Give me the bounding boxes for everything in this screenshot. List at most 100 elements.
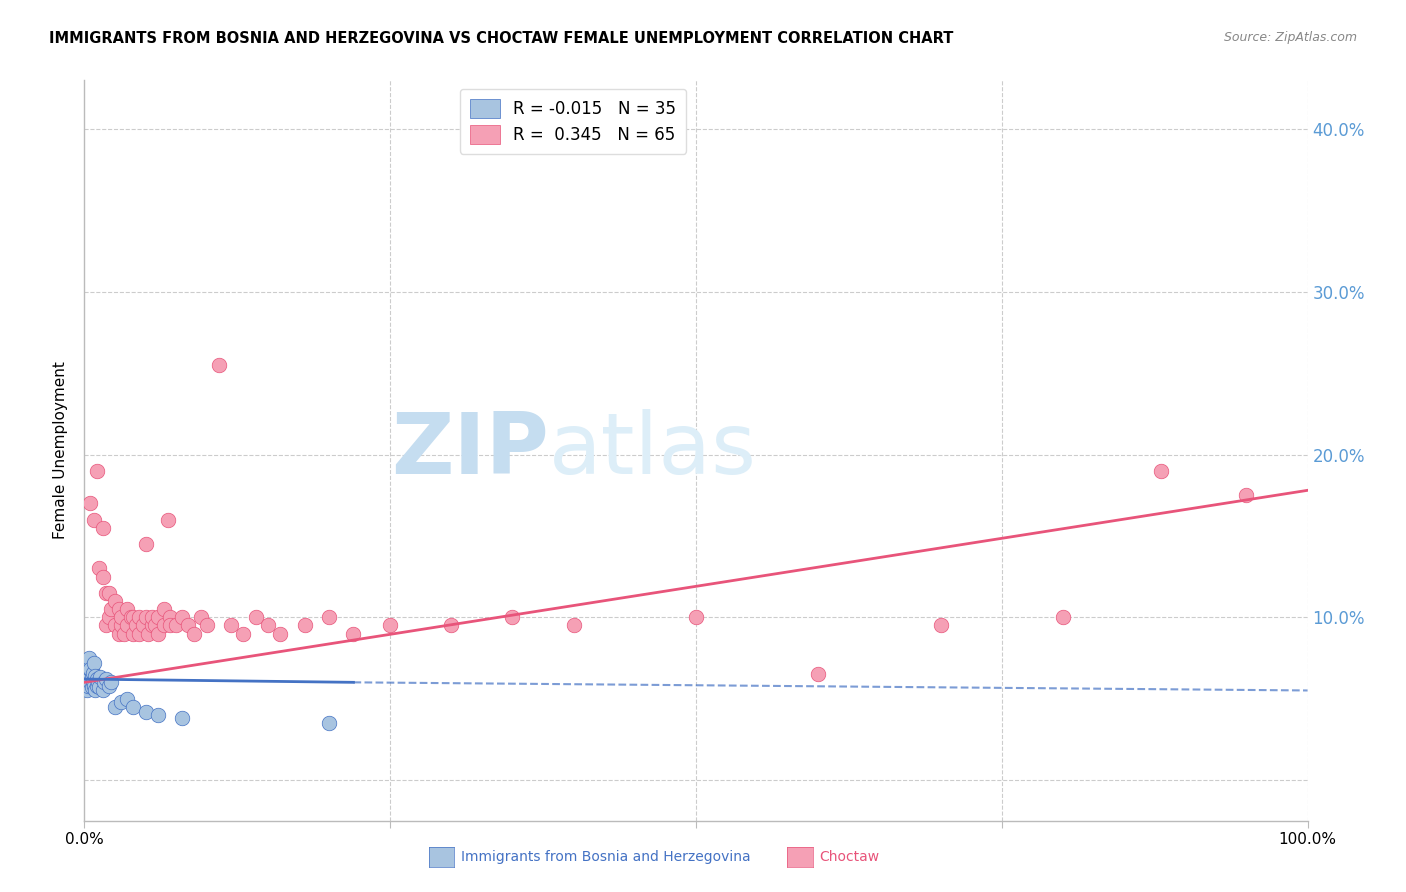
- Point: [77, 667, 100, 681]
- Point: [115, 602, 138, 616]
- Point: [929, 618, 952, 632]
- Point: [380, 618, 402, 632]
- Point: [86, 464, 108, 478]
- Point: [96, 618, 118, 632]
- Point: [122, 626, 145, 640]
- Point: [135, 610, 157, 624]
- Point: [104, 699, 127, 714]
- Point: [97, 610, 120, 624]
- Point: [107, 602, 129, 616]
- Point: [146, 626, 169, 640]
- Point: [257, 618, 280, 632]
- Point: [156, 513, 179, 527]
- Legend: R = -0.015   N = 35, R =  0.345   N = 65: R = -0.015 N = 35, R = 0.345 N = 65: [460, 88, 686, 153]
- Point: [318, 610, 340, 624]
- Text: ZIP: ZIP: [391, 409, 550, 492]
- Point: [96, 586, 118, 600]
- Text: Immigrants from Bosnia and Herzegovina: Immigrants from Bosnia and Herzegovina: [461, 850, 751, 864]
- Point: [141, 618, 163, 632]
- Point: [120, 610, 142, 624]
- Point: [107, 626, 129, 640]
- Point: [80, 680, 103, 694]
- Point: [79, 662, 101, 676]
- Point: [87, 561, 110, 575]
- Point: [245, 610, 267, 624]
- Point: [136, 626, 159, 640]
- Point: [1052, 610, 1074, 624]
- Point: [96, 672, 118, 686]
- Point: [77, 651, 100, 665]
- Point: [87, 675, 110, 690]
- Point: [110, 695, 132, 709]
- Point: [190, 610, 212, 624]
- Point: [80, 670, 103, 684]
- Point: [91, 521, 114, 535]
- Point: [79, 496, 101, 510]
- Point: [143, 618, 166, 632]
- Text: IMMIGRANTS FROM BOSNIA AND HERZEGOVINA VS CHOCTAW FEMALE UNEMPLOYMENT CORRELATIO: IMMIGRANTS FROM BOSNIA AND HERZEGOVINA V…: [49, 31, 953, 46]
- Point: [146, 707, 169, 722]
- Point: [110, 610, 132, 624]
- Point: [294, 618, 316, 632]
- Point: [125, 618, 148, 632]
- Point: [159, 618, 181, 632]
- Point: [75, 675, 97, 690]
- Point: [97, 679, 120, 693]
- Point: [1150, 464, 1173, 478]
- Point: [87, 680, 110, 694]
- Point: [146, 610, 169, 624]
- Point: [135, 705, 157, 719]
- Text: Choctaw: Choctaw: [820, 850, 880, 864]
- Point: [318, 716, 340, 731]
- Text: Source: ZipAtlas.com: Source: ZipAtlas.com: [1223, 31, 1357, 45]
- Text: atlas: atlas: [550, 409, 758, 492]
- Point: [562, 618, 585, 632]
- Point: [502, 610, 524, 624]
- Y-axis label: Female Unemployment: Female Unemployment: [53, 361, 69, 540]
- Point: [132, 618, 155, 632]
- Point: [110, 618, 132, 632]
- Point: [183, 626, 205, 640]
- Point: [97, 586, 120, 600]
- Point: [83, 679, 105, 693]
- Point: [93, 675, 115, 690]
- Point: [128, 610, 150, 624]
- Point: [208, 358, 231, 372]
- Point: [82, 675, 104, 690]
- Point: [91, 683, 114, 698]
- Point: [112, 626, 135, 640]
- Point: [76, 659, 98, 673]
- Point: [91, 569, 114, 583]
- Point: [83, 513, 105, 527]
- Point: [440, 618, 463, 632]
- Point: [177, 618, 200, 632]
- Point: [153, 618, 176, 632]
- Point: [232, 626, 254, 640]
- Point: [104, 618, 127, 632]
- Point: [342, 626, 364, 640]
- Point: [135, 537, 157, 551]
- Point: [122, 610, 145, 624]
- Point: [83, 656, 105, 670]
- Point: [84, 683, 107, 698]
- Point: [86, 672, 108, 686]
- Point: [79, 675, 101, 690]
- Point: [219, 618, 242, 632]
- Point: [269, 626, 291, 640]
- Point: [807, 667, 830, 681]
- Point: [86, 679, 108, 693]
- Point: [165, 618, 187, 632]
- Point: [685, 610, 707, 624]
- Point: [100, 602, 122, 616]
- Point: [172, 610, 194, 624]
- Point: [122, 699, 145, 714]
- Point: [77, 672, 100, 686]
- Point: [89, 670, 111, 684]
- Point: [153, 602, 176, 616]
- Point: [1236, 488, 1258, 502]
- Point: [76, 683, 98, 698]
- Point: [100, 675, 122, 690]
- Point: [82, 665, 104, 680]
- Point: [172, 711, 194, 725]
- Point: [195, 618, 218, 632]
